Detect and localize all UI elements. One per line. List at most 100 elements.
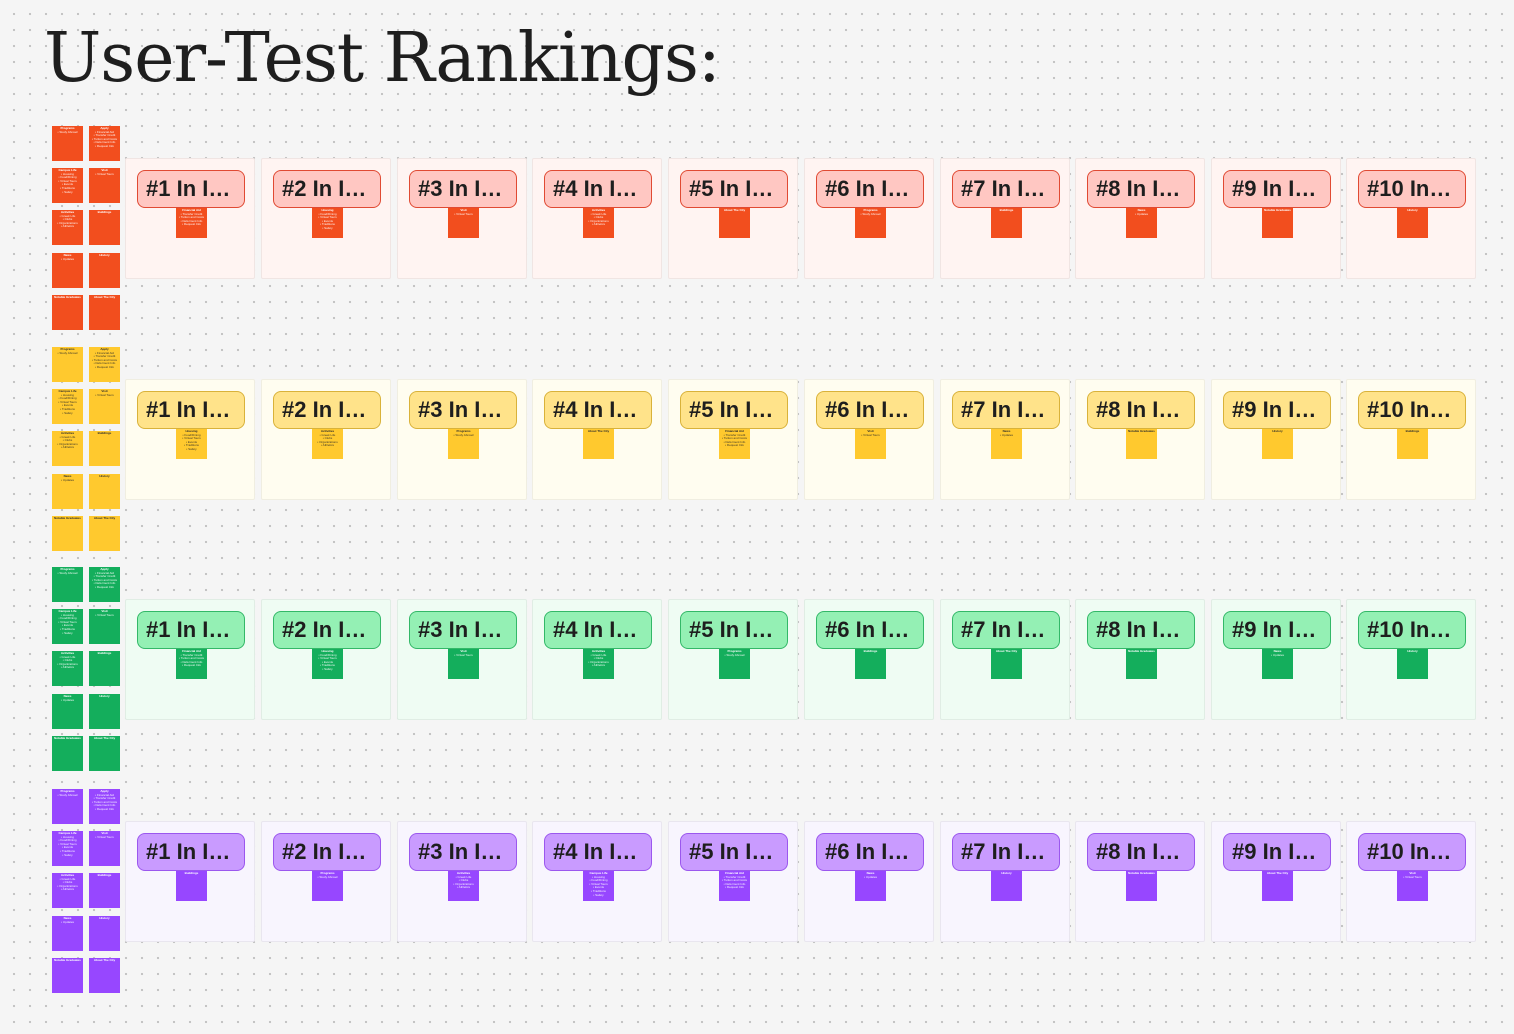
rank-label[interactable]: #8 In Importance [1087, 833, 1195, 871]
category-sticky-note[interactable]: Visit • Virtual Tours [89, 389, 120, 424]
category-sticky-note[interactable]: News • Updates [52, 694, 83, 729]
category-sticky-note[interactable]: News • Updates [52, 474, 83, 509]
rank-label[interactable]: #10 In Importance [1358, 391, 1466, 429]
rank-label[interactable]: #4 In Importance [544, 170, 652, 208]
rank-label[interactable]: #9 In Importance [1223, 833, 1331, 871]
category-sticky-note[interactable]: About The City [89, 516, 120, 551]
ranked-sticky-note[interactable]: Notable Graduates [1126, 649, 1157, 679]
rank-label[interactable]: #1 In Importance [137, 391, 245, 429]
ranked-sticky-note[interactable]: News • Updates [1126, 208, 1157, 238]
category-sticky-note[interactable]: Apply • Financial Aid • Transfer Credit •… [89, 347, 120, 382]
rank-label[interactable]: #5 In Importance [680, 391, 788, 429]
ranked-sticky-note[interactable]: Financial Aid • Transfer Credit • Tuition… [719, 871, 750, 901]
category-sticky-note[interactable]: Apply • Financial Aid • Transfer Credit •… [89, 789, 120, 824]
category-sticky-note[interactable]: Apply • Financial Aid • Transfer Credit •… [89, 126, 120, 161]
category-sticky-note[interactable]: Visit • Virtual Tours [89, 168, 120, 203]
ranked-sticky-note[interactable]: Housing • Food/Dining • Virtual Tours • E… [176, 429, 207, 459]
ranked-sticky-note[interactable]: Financial Aid • Transfer Credit • Tuition… [176, 208, 207, 238]
category-sticky-note[interactable]: Activities • Greek Life • Clubs • Organiz… [52, 651, 83, 686]
ranked-sticky-note[interactable]: About The City [719, 208, 750, 238]
rank-label[interactable]: #6 In Importance [816, 611, 924, 649]
ranked-sticky-note[interactable]: Notable Graduates [1126, 871, 1157, 901]
category-sticky-note[interactable]: Buildings [89, 873, 120, 908]
rank-label[interactable]: #1 In Importance [137, 833, 245, 871]
category-sticky-note[interactable]: Apply • Financial Aid • Transfer Credit •… [89, 567, 120, 602]
category-sticky-note[interactable]: Visit • Virtual Tours [89, 831, 120, 866]
rank-label[interactable]: #8 In Importance [1087, 611, 1195, 649]
rank-label[interactable]: #2 In Importance [273, 170, 381, 208]
rank-label[interactable]: #1 In Importance [137, 611, 245, 649]
category-sticky-note[interactable]: History [89, 694, 120, 729]
category-sticky-note[interactable]: Buildings [89, 431, 120, 466]
category-sticky-note[interactable]: Campus Life • Housing • Food/Dining • Vir… [52, 831, 83, 866]
rank-label[interactable]: #3 In Importance [409, 391, 517, 429]
category-sticky-note[interactable]: Visit • Virtual Tours [89, 609, 120, 644]
rank-label[interactable]: #6 In Importance [816, 170, 924, 208]
ranked-sticky-note[interactable]: Financial Aid • Transfer Credit • Tuition… [719, 429, 750, 459]
category-sticky-note[interactable]: Campus Life • Housing • Food/Dining • Vir… [52, 609, 83, 644]
ranked-sticky-note[interactable]: Buildings [991, 208, 1022, 238]
rank-label[interactable]: #5 In Importance [680, 611, 788, 649]
rank-label[interactable]: #6 In Importance [816, 391, 924, 429]
ranked-sticky-note[interactable]: About The City [1262, 871, 1293, 901]
ranked-sticky-note[interactable]: Activities • Greek Life • Clubs • Organiz… [312, 429, 343, 459]
category-sticky-note[interactable]: Notable Graduates [52, 295, 83, 330]
rank-label[interactable]: #8 In Importance [1087, 170, 1195, 208]
category-sticky-note[interactable]: History [89, 474, 120, 509]
rank-label[interactable]: #2 In Importance [273, 833, 381, 871]
ranked-sticky-note[interactable]: Housing • Food/Dining • Virtual Tours • E… [312, 208, 343, 238]
category-sticky-note[interactable]: News • Updates [52, 253, 83, 288]
ranked-sticky-note[interactable]: History [1397, 649, 1428, 679]
ranked-sticky-note[interactable]: Visit • Virtual Tours [448, 208, 479, 238]
rank-label[interactable]: #7 In Importance [952, 391, 1060, 429]
category-sticky-note[interactable]: Activities • Greek Life • Clubs • Organiz… [52, 431, 83, 466]
ranked-sticky-note[interactable]: History [1397, 208, 1428, 238]
category-sticky-note[interactable]: About The City [89, 295, 120, 330]
ranked-sticky-note[interactable]: Campus Life • Housing • Food/Dining • Vir… [583, 871, 614, 901]
ranked-sticky-note[interactable]: Visit • Virtual Tours [1397, 871, 1428, 901]
category-sticky-note[interactable]: Programs • Study Abroad [52, 347, 83, 382]
ranked-sticky-note[interactable]: Activities • Greek Life • Clubs • Organiz… [583, 649, 614, 679]
rank-label[interactable]: #2 In Importance [273, 611, 381, 649]
rank-label[interactable]: #10 In Importance [1358, 833, 1466, 871]
category-sticky-note[interactable]: Activities • Greek Life • Clubs • Organiz… [52, 873, 83, 908]
category-sticky-note[interactable]: About The City [89, 736, 120, 771]
ranked-sticky-note[interactable]: About The City [991, 649, 1022, 679]
category-sticky-note[interactable]: History [89, 253, 120, 288]
ranked-sticky-note[interactable]: Visit • Virtual Tours [855, 429, 886, 459]
rank-label[interactable]: #9 In Importance [1223, 611, 1331, 649]
rank-label[interactable]: #3 In Importance [409, 611, 517, 649]
rank-label[interactable]: #5 In Importance [680, 170, 788, 208]
rank-label[interactable]: #7 In Importance [952, 170, 1060, 208]
ranked-sticky-note[interactable]: News • Updates [1262, 649, 1293, 679]
ranked-sticky-note[interactable]: Notable Graduates [1126, 429, 1157, 459]
ranked-sticky-note[interactable]: News • Updates [855, 871, 886, 901]
ranked-sticky-note[interactable]: Activities • Greek Life • Clubs • Organiz… [583, 208, 614, 238]
ranked-sticky-note[interactable]: History [991, 871, 1022, 901]
category-sticky-note[interactable]: Programs • Study Abroad [52, 567, 83, 602]
ranked-sticky-note[interactable]: Buildings [855, 649, 886, 679]
rank-label[interactable]: #10 In Importance [1358, 611, 1466, 649]
category-sticky-note[interactable]: Buildings [89, 651, 120, 686]
ranked-sticky-note[interactable]: History [1262, 429, 1293, 459]
category-sticky-note[interactable]: Programs • Study Abroad [52, 126, 83, 161]
category-sticky-note[interactable]: Campus Life • Housing • Food/Dining • Vir… [52, 168, 83, 203]
rank-label[interactable]: #6 In Importance [816, 833, 924, 871]
ranked-sticky-note[interactable]: News • Updates [991, 429, 1022, 459]
ranked-sticky-note[interactable]: Visit • Virtual Tours [448, 649, 479, 679]
ranked-sticky-note[interactable]: Programs • Study Abroad [448, 429, 479, 459]
rank-label[interactable]: #9 In Importance [1223, 391, 1331, 429]
rank-label[interactable]: #7 In Importance [952, 611, 1060, 649]
category-sticky-note[interactable]: News • Updates [52, 916, 83, 951]
ranked-sticky-note[interactable]: Programs • Study Abroad [719, 649, 750, 679]
rank-label[interactable]: #7 In Importance [952, 833, 1060, 871]
ranked-sticky-note[interactable]: Financial Aid • Transfer Credit • Tuition… [176, 649, 207, 679]
ranked-sticky-note[interactable]: Activities • Greek Life • Clubs • Organiz… [448, 871, 479, 901]
ranked-sticky-note[interactable]: About The City [583, 429, 614, 459]
category-sticky-note[interactable]: Notable Graduates [52, 736, 83, 771]
ranked-sticky-note[interactable]: Buildings [176, 871, 207, 901]
ranked-sticky-note[interactable]: Notable Graduates [1262, 208, 1293, 238]
category-sticky-note[interactable]: History [89, 916, 120, 951]
ranked-sticky-note[interactable]: Programs • Study Abroad [312, 871, 343, 901]
category-sticky-note[interactable]: Notable Graduates [52, 958, 83, 993]
